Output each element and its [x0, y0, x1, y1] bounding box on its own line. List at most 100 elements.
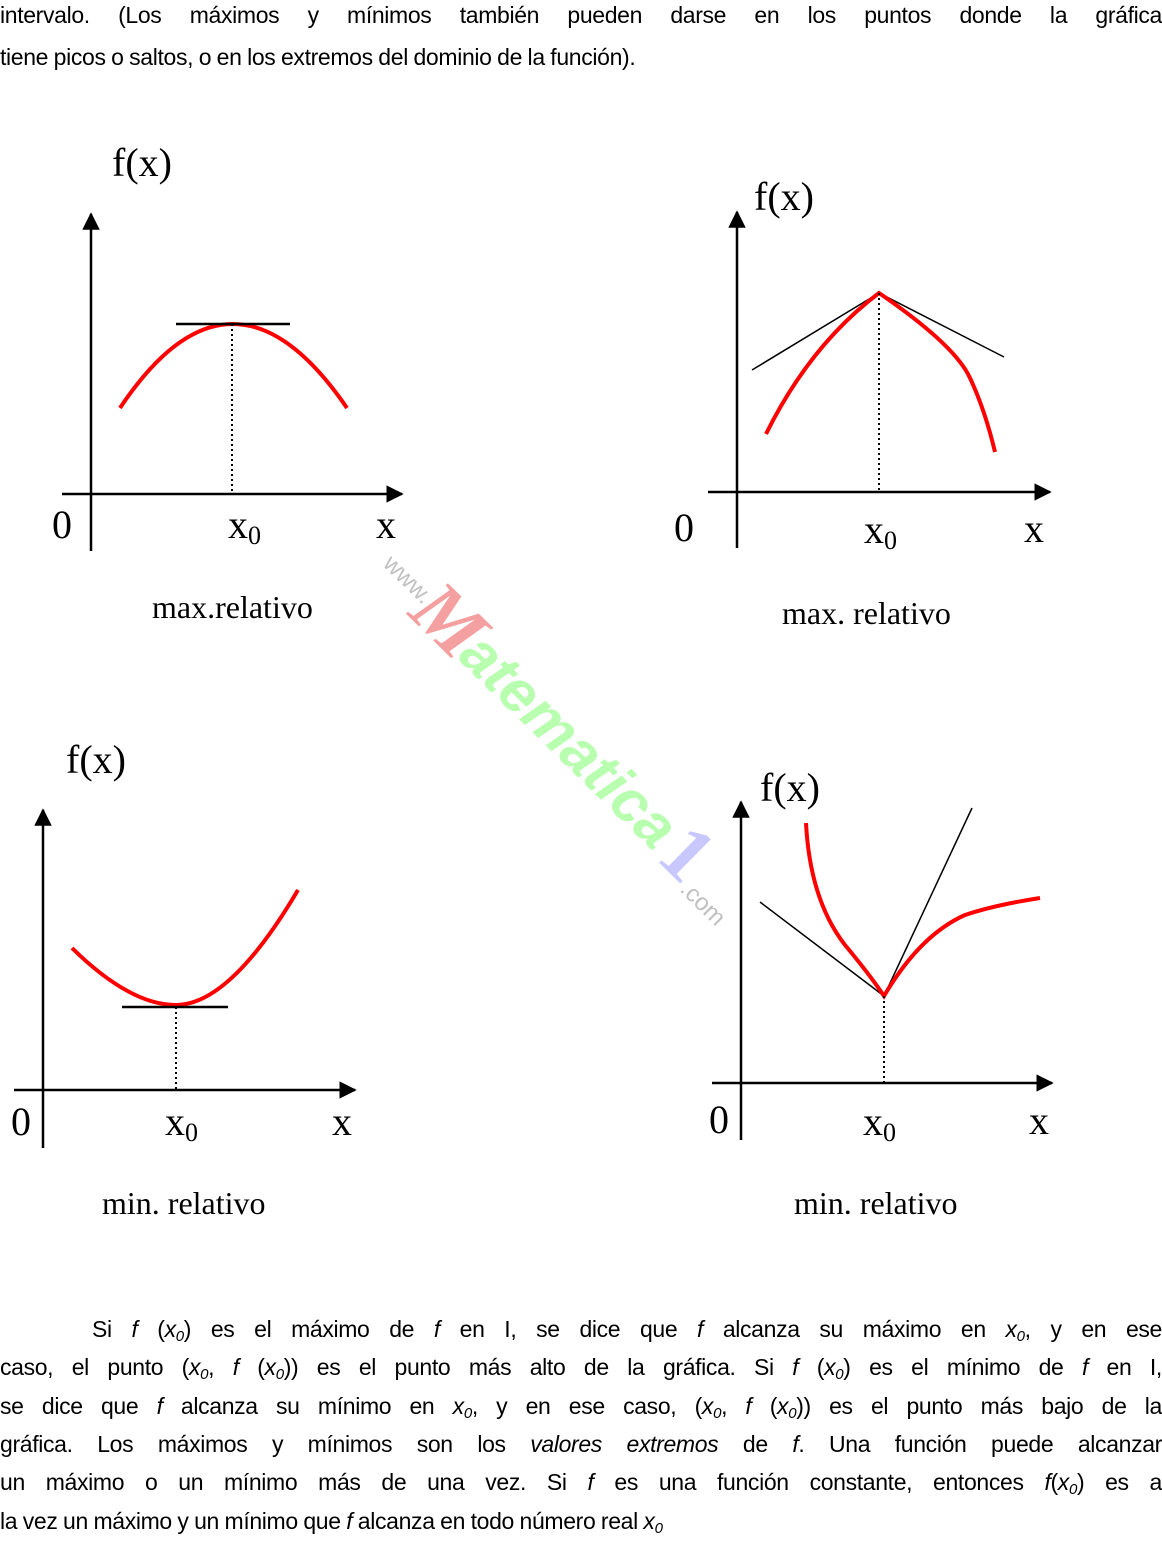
x0-label: x0: [864, 507, 897, 555]
text-segment: f: [1044, 1469, 1051, 1495]
x0-label: x0: [165, 1099, 198, 1147]
text-segment: valores extremos: [530, 1431, 719, 1457]
text-segment: . Una función puede alcanzar: [798, 1431, 1162, 1457]
text-segment: 0: [200, 1366, 209, 1383]
text-segment: alcanza en todo número real: [352, 1508, 644, 1534]
caption: min. relativo: [102, 1185, 266, 1221]
text-segment: 0: [788, 1405, 797, 1422]
text-segment: 0: [175, 1328, 184, 1345]
text-segment: (: [751, 1393, 778, 1419]
text-segment: (: [798, 1354, 825, 1380]
text-line: intervalo. (Los máximos y mínimos tambié…: [0, 0, 1162, 30]
text-segment: 0: [1068, 1481, 1077, 1498]
figure-min-smooth: f(x) 0 x0 x min. relativo: [11, 737, 357, 1221]
figure-max-smooth: f(x) 0 x0 x max.relativo: [52, 140, 404, 625]
text-segment: ) es el máximo de: [183, 1316, 434, 1342]
text-segment: x: [189, 1354, 201, 1380]
text-line: se dice que f alcanza su mínimo en x0, y…: [0, 1391, 1162, 1422]
right-tangent: [883, 807, 973, 997]
origin-label: 0: [11, 1099, 31, 1144]
y-label: f(x): [754, 174, 814, 219]
curve: [764, 290, 997, 453]
text-line: un máximo o un mínimo más de una vez. Si…: [0, 1467, 1162, 1498]
text-segment: intervalo. (Los máximos y mínimos tambié…: [0, 2, 1162, 28]
text-line: tiene picos o saltos, o en los extremos …: [0, 42, 1162, 72]
watermark-logo: www. M atematica 1 .com: [377, 549, 732, 931]
text-segment: f: [131, 1316, 138, 1342]
x-label: x: [332, 1099, 352, 1144]
text-segment: (: [238, 1354, 265, 1380]
text-segment: es una función constante, entonces: [593, 1469, 1045, 1495]
left-tangent: [759, 901, 885, 997]
text-segment: en I, se dice que: [439, 1316, 698, 1342]
text-segment: x: [643, 1508, 655, 1534]
text-segment: f: [232, 1354, 239, 1380]
text-segment: x: [264, 1354, 277, 1380]
x-label: x: [1024, 506, 1044, 551]
text-segment: f: [433, 1316, 440, 1342]
text-segment: ,: [721, 1393, 746, 1419]
caption: min. relativo: [794, 1185, 958, 1221]
text-line: la vez un máximo y un mínimo que f alcan…: [0, 1506, 1162, 1537]
svg-text:atematica: atematica: [447, 619, 691, 861]
text-segment: tiene picos o saltos, o en los extremos …: [0, 44, 636, 70]
y-label: f(x): [66, 737, 126, 782]
text-segment: x: [1005, 1316, 1018, 1342]
right-tangent: [878, 292, 1005, 358]
text-segment: ,: [208, 1354, 233, 1380]
x0-label: x0: [228, 502, 261, 550]
text-segment: (: [1050, 1469, 1058, 1495]
x-label: x: [1029, 1098, 1049, 1143]
text-segment: 0: [463, 1405, 472, 1422]
y-label: f(x): [760, 765, 820, 810]
text-segment: f: [745, 1393, 752, 1419]
origin-label: 0: [52, 502, 72, 547]
curve: [70, 888, 300, 1008]
text-segment: la vez un máximo y un mínimo que: [0, 1508, 347, 1534]
text-segment: 0: [654, 1520, 663, 1537]
text-segment: f: [346, 1508, 353, 1534]
text-line: gráfica. Los máximos y mínimos son los v…: [0, 1429, 1162, 1459]
text-segment: gráfica. Los máximos y mínimos son los: [0, 1431, 531, 1457]
text-segment: alcanza su máximo en: [703, 1316, 1006, 1342]
text-segment: un máximo o un mínimo más de una vez. Si: [0, 1469, 588, 1495]
text-segment: ) es el mínimo de: [843, 1354, 1082, 1380]
y-label: f(x): [112, 140, 172, 185]
text-segment: x: [824, 1354, 836, 1380]
text-segment: x: [1057, 1469, 1070, 1495]
text-segment: f: [1081, 1354, 1089, 1380]
text-segment: 0: [835, 1366, 844, 1383]
x-label: x: [376, 502, 396, 547]
text-segment: x: [777, 1393, 789, 1419]
text-segment: (: [137, 1316, 165, 1342]
extrema-diagrams: www. M atematica 1 .com f(x) 0 x0 x max.…: [11, 140, 1054, 1221]
text-segment: 0: [275, 1366, 284, 1383]
origin-label: 0: [709, 1097, 729, 1142]
text-segment: caso, el punto (: [0, 1354, 189, 1380]
text-segment: , y en ese: [1024, 1316, 1162, 1342]
figure-min-cusp: f(x) 0 x0 x min. relativo: [709, 765, 1054, 1221]
text-segment: x: [452, 1393, 465, 1419]
caption: max.relativo: [152, 589, 313, 625]
text-segment: x: [164, 1316, 177, 1342]
left-tangent: [751, 292, 880, 371]
text-segment: f: [792, 1431, 799, 1457]
text-segment: )) es el punto más bajo de la: [796, 1393, 1162, 1419]
text-segment: de: [718, 1431, 793, 1457]
caption: max. relativo: [782, 595, 951, 631]
text-segment: 0: [1016, 1328, 1025, 1345]
text-segment: , y en ese caso, (: [471, 1393, 702, 1419]
text-segment: 0: [713, 1405, 722, 1422]
text-line: Si f (x0) es el máximo de f en I, se dic…: [92, 1314, 1162, 1345]
text-segment: alcanza su mínimo en: [162, 1393, 453, 1419]
text-segment: f: [587, 1469, 594, 1495]
figure-max-peak: f(x) 0 x0 x max. relativo: [674, 174, 1052, 631]
origin-label: 0: [674, 505, 694, 550]
text-segment: f: [792, 1354, 799, 1380]
text-segment: f: [156, 1393, 163, 1419]
text-segment: )) es el punto más alto de la gráfica. S…: [283, 1354, 793, 1380]
text-segment: en I,: [1088, 1354, 1162, 1380]
text-line: caso, el punto (x0, f (x0)) es el punto …: [0, 1352, 1162, 1383]
text-segment: x: [701, 1393, 714, 1419]
text-segment: f: [697, 1316, 704, 1342]
